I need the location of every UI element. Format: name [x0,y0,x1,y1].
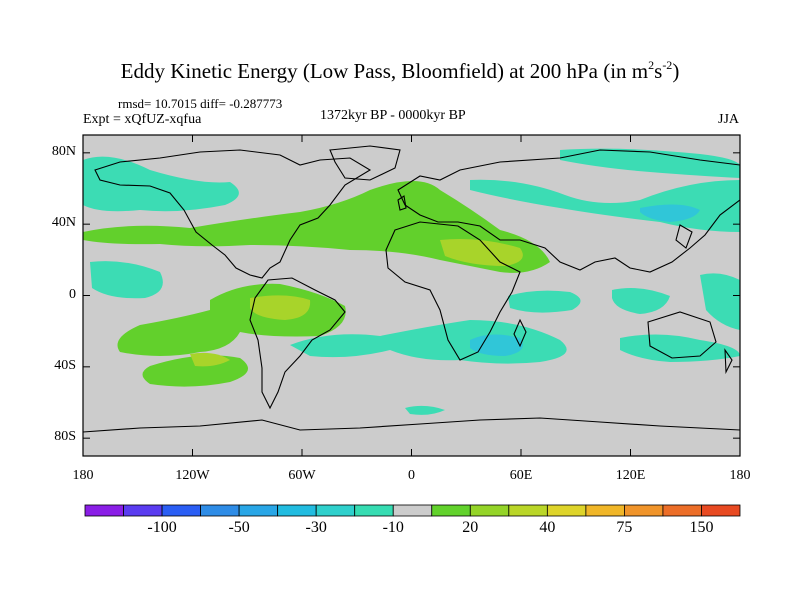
colorbar-swatch [84,504,124,517]
colorbar-swatch [546,504,587,517]
coast-uk [397,195,407,211]
longitude-tick-marks [82,135,741,456]
period-label: 1372kyr BP - 0000kyr BP [320,108,466,123]
coast-eurasia [397,149,740,273]
colorbar [84,504,741,517]
stats-line: rmsd= 10.7015 diff= -0.287773 [118,96,283,111]
stronger-negative-patches [470,204,700,356]
lon-tick-label: 0 [408,468,415,483]
colorbar-swatch [238,504,279,517]
colorbar-swatch [123,504,163,517]
experiment-label: Expt = xQfUZ-xqfua [83,112,202,127]
colorbar-label: 150 [689,519,714,536]
latitude-tick-marks [83,152,740,439]
lat-tick-label: 80N [51,143,76,159]
coast-new-zealand [724,348,733,375]
lon-tick-label: 180 [729,468,751,483]
lat-tick-label: 0 [69,286,76,302]
colorbar-swatch [624,504,664,517]
colorbar-label: 40 [539,519,556,536]
colorbar-swatch [161,504,201,517]
colorbar-swatch [354,504,394,517]
colorbar-label: -10 [382,519,404,536]
stronger-positive-patches [190,239,523,367]
coast-australia [647,311,717,359]
colorbar-swatch [508,504,548,517]
map-field [83,135,740,456]
lon-tick-label: 120W [175,468,210,483]
coast-north-america [94,149,372,279]
lon-tick-label: 60E [509,468,533,483]
coast-greenland [329,145,401,181]
colorbar-swatch [469,504,510,517]
lon-tick-label: 120E [615,468,646,483]
colorbar-swatch [701,504,741,517]
colorbar-swatch [277,504,317,517]
coast-africa [385,221,521,361]
lon-tick-label: 180 [72,468,94,483]
colorbar-label: -100 [147,519,177,536]
colorbar-label: -50 [228,519,250,536]
coast-madagascar [513,318,527,348]
colorbar-swatch [585,504,625,517]
colorbar-swatch [315,504,356,517]
coast-antarctica [83,417,740,433]
lat-tick-label: 40N [51,215,76,231]
coastlines [83,145,740,433]
colorbar-label: 20 [462,519,479,536]
colorbar-swatch [662,504,702,517]
lon-tick-label: 60W [288,468,316,483]
lat-tick-label: 80S [54,429,76,445]
colorbar-swatch [392,504,433,517]
coast-japan [675,224,693,249]
colorbar-swatch [431,504,471,517]
season-label: JJA [718,112,740,127]
colorbar-label: 75 [616,519,633,536]
colorbar-label: -30 [305,519,327,536]
chart-title: Eddy Kinetic Energy (Low Pass, Bloomfiel… [120,58,680,83]
coast-south-america [249,277,346,410]
colorbar-swatch [200,504,240,517]
lat-tick-label: 40S [54,357,76,373]
